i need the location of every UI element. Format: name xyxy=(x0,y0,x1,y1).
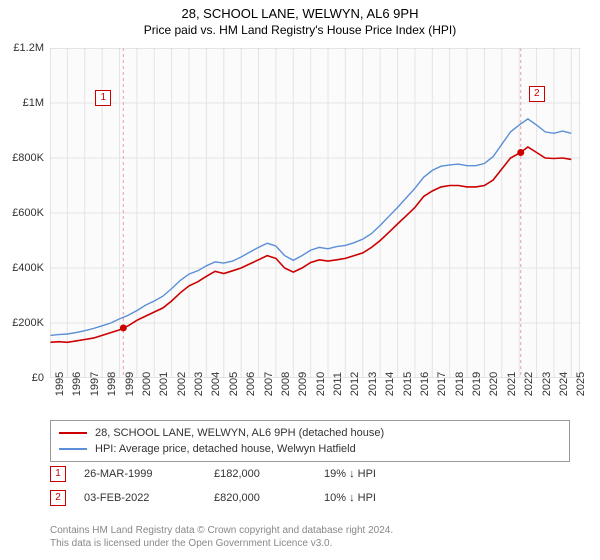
x-tick-label: 2022 xyxy=(523,372,535,396)
x-tick-label: 2002 xyxy=(176,372,188,396)
transaction-delta: 10% ↓ HPI xyxy=(324,492,376,504)
y-tick-label: £1.2M xyxy=(13,42,44,54)
chart-title: 28, SCHOOL LANE, WELWYN, AL6 9PH xyxy=(0,0,600,21)
x-tick-label: 2001 xyxy=(158,372,170,396)
transaction-delta: 19% ↓ HPI xyxy=(324,468,376,480)
x-tick-label: 2020 xyxy=(488,372,500,396)
footer-line-2: This data is licensed under the Open Gov… xyxy=(50,537,570,550)
x-tick-label: 1999 xyxy=(124,372,136,396)
y-tick-label: £800K xyxy=(12,152,44,164)
chart-subtitle: Price paid vs. HM Land Registry's House … xyxy=(0,21,600,37)
x-tick-label: 2017 xyxy=(436,372,448,396)
x-tick-label: 2023 xyxy=(541,372,553,396)
x-tick-label: 2021 xyxy=(506,372,518,396)
transaction-date: 03-FEB-2022 xyxy=(84,492,214,504)
x-tick-label: 1995 xyxy=(54,372,66,396)
x-tick-label: 1998 xyxy=(106,372,118,396)
chart-marker-1: 1 xyxy=(95,90,111,106)
transaction-date: 26-MAR-1999 xyxy=(84,468,214,480)
y-tick-label: £400K xyxy=(12,262,44,274)
legend-item: 28, SCHOOL LANE, WELWYN, AL6 9PH (detach… xyxy=(59,425,561,441)
chart-area: £0£200K£400K£600K£800K£1M£1.2M 199519961… xyxy=(50,48,580,378)
x-tick-label: 2009 xyxy=(297,372,309,396)
y-tick-label: £1M xyxy=(23,97,44,109)
x-tick-label: 2003 xyxy=(193,372,205,396)
transaction-marker: 2 xyxy=(50,490,66,506)
transaction-marker: 1 xyxy=(50,466,66,482)
y-tick-label: £0 xyxy=(32,372,44,384)
x-tick-label: 2018 xyxy=(454,372,466,396)
transaction-price: £820,000 xyxy=(214,492,324,504)
x-tick-label: 2012 xyxy=(349,372,361,396)
legend-label: 28, SCHOOL LANE, WELWYN, AL6 9PH (detach… xyxy=(95,427,384,439)
x-tick-label: 2019 xyxy=(471,372,483,396)
legend-swatch xyxy=(59,432,87,434)
x-tick-label: 2016 xyxy=(419,372,431,396)
transaction-price: £182,000 xyxy=(214,468,324,480)
x-tick-label: 2025 xyxy=(575,372,587,396)
legend-item: HPI: Average price, detached house, Welw… xyxy=(59,441,561,457)
x-tick-label: 2010 xyxy=(315,372,327,396)
x-tick-label: 2024 xyxy=(558,372,570,396)
x-tick-label: 1997 xyxy=(89,372,101,396)
line-chart xyxy=(50,48,580,378)
x-tick-label: 2008 xyxy=(280,372,292,396)
footer: Contains HM Land Registry data © Crown c… xyxy=(50,524,570,550)
x-tick-label: 2000 xyxy=(141,372,153,396)
transaction-row: 1 26-MAR-1999£182,00019% ↓ HPI xyxy=(50,466,570,482)
legend-swatch xyxy=(59,448,87,450)
legend: 28, SCHOOL LANE, WELWYN, AL6 9PH (detach… xyxy=(50,420,570,462)
transaction-row: 2 03-FEB-2022£820,00010% ↓ HPI xyxy=(50,490,570,506)
x-tick-label: 1996 xyxy=(71,372,83,396)
legend-label: HPI: Average price, detached house, Welw… xyxy=(95,443,356,455)
x-tick-label: 2015 xyxy=(402,372,414,396)
x-tick-label: 2006 xyxy=(245,372,257,396)
chart-marker-2: 2 xyxy=(529,86,545,102)
x-tick-label: 2007 xyxy=(263,372,275,396)
x-tick-label: 2014 xyxy=(384,372,396,396)
y-tick-label: £600K xyxy=(12,207,44,219)
x-tick-label: 2004 xyxy=(210,372,222,396)
y-tick-label: £200K xyxy=(12,317,44,329)
footer-line-1: Contains HM Land Registry data © Crown c… xyxy=(50,524,570,537)
x-tick-label: 2005 xyxy=(228,372,240,396)
x-tick-label: 2011 xyxy=(332,372,344,396)
x-tick-label: 2013 xyxy=(367,372,379,396)
